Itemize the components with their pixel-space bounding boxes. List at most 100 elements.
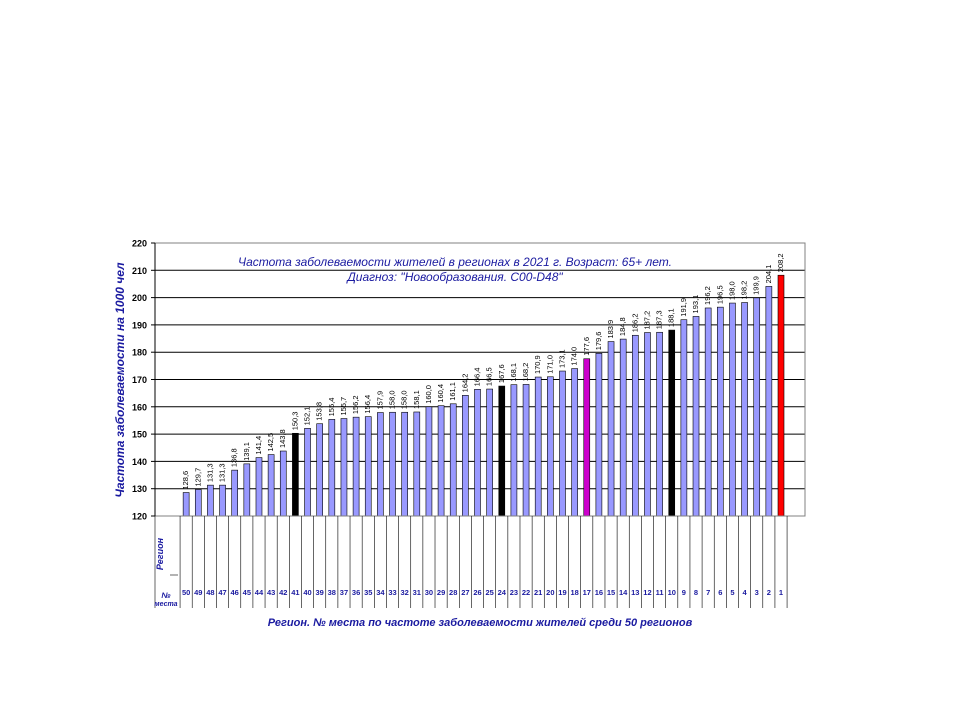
y-tick-label: 150 (132, 430, 147, 440)
bar-value-label: 139,1 (242, 442, 251, 461)
bar-value-label: 198,0 (727, 281, 736, 300)
bar (364, 416, 372, 517)
y-tick-label: 160 (132, 402, 147, 412)
bar (425, 406, 433, 517)
axes (151, 242, 806, 517)
bar-value-label: 131,3 (218, 463, 227, 482)
bar-value-label: 173,1 (557, 349, 566, 368)
rank-label: 19 (558, 588, 566, 597)
bar (243, 463, 251, 517)
bar-value-label: 186,2 (630, 313, 639, 332)
bar-value-label: 168,1 (509, 363, 518, 382)
rank-label: 8 (694, 588, 698, 597)
bar (632, 334, 639, 517)
bar (267, 454, 275, 517)
bar-value-label: 166,4 (473, 368, 482, 387)
bar (777, 274, 785, 517)
region-header: Регион (155, 537, 165, 570)
rank-label: 31 (413, 588, 421, 597)
bar-value-label: 131,3 (205, 463, 214, 482)
bar-value-label: 199,9 (752, 276, 761, 295)
rank-label: 24 (498, 588, 507, 597)
bar (510, 384, 518, 517)
x-axis-title: Регион. № места по частоте заболеваемост… (268, 617, 693, 629)
bar-value-label: 157,9 (375, 391, 384, 410)
bar (389, 411, 396, 517)
bar-value-label: 177,6 (582, 337, 591, 356)
rank-header: № (161, 591, 171, 600)
rank-label: 17 (583, 588, 591, 597)
y-tick-label: 120 (132, 512, 147, 522)
rank-label: 18 (570, 588, 578, 597)
bar-value-label: 158,0 (400, 390, 409, 409)
y-tick-label: 220 (132, 239, 147, 249)
y-tick-label: 180 (132, 348, 147, 358)
bar-value-label: 164,2 (460, 374, 469, 393)
bar (595, 352, 603, 517)
rank-label: 5 (730, 588, 734, 597)
bar (352, 416, 360, 517)
rank-label: 48 (206, 588, 214, 597)
rank-label: 20 (546, 588, 554, 597)
rank-label: 40 (303, 588, 311, 597)
bar-value-label: 153,8 (315, 402, 324, 421)
bar-value-label: 166,5 (485, 367, 494, 386)
bar-value-label: 196,5 (715, 285, 724, 304)
bar (449, 403, 457, 517)
bar-value-label: 156,2 (351, 395, 360, 414)
rank-label: 49 (194, 588, 202, 597)
bar-value-label: 136,8 (230, 448, 239, 467)
rank-label: 34 (376, 588, 385, 597)
y-tick-label: 140 (132, 457, 147, 467)
rank-label: 47 (218, 588, 226, 597)
bar-value-label: 188,1 (667, 308, 676, 327)
bar (692, 316, 700, 517)
rank-label: 6 (718, 588, 722, 597)
bar-value-label: 179,6 (594, 332, 603, 351)
bar-value-label: 196,2 (703, 286, 712, 305)
bar (328, 419, 336, 517)
bar (716, 306, 724, 517)
bar-value-label: 167,6 (497, 364, 506, 383)
bar (437, 405, 445, 517)
bar (668, 329, 676, 517)
bar (401, 411, 408, 517)
bar (680, 319, 688, 517)
y-tick-label: 210 (132, 266, 147, 276)
bar (729, 302, 736, 517)
bar (474, 389, 481, 517)
rank-label: 30 (425, 588, 433, 597)
bar (462, 395, 469, 517)
bar-value-label: 187,2 (642, 311, 651, 330)
rank-label: 28 (449, 588, 457, 597)
bar (304, 428, 311, 517)
bar-value-label: 155,7 (339, 397, 348, 416)
bar (413, 411, 421, 517)
bar (255, 457, 263, 517)
rank-label: 37 (340, 588, 348, 597)
rank-label: 11 (656, 588, 664, 597)
bar (571, 368, 578, 517)
chart-title-line1: Частота заболеваемости жителей в региона… (238, 255, 672, 269)
bar (316, 423, 323, 517)
rank-label: 35 (364, 588, 372, 597)
rank-label: 25 (485, 588, 493, 597)
bar (534, 376, 542, 517)
chart-title-line2: Диагноз: "Новообразования. C00-D48" (345, 270, 563, 284)
bar-value-label: 156,4 (363, 395, 372, 414)
bar (704, 307, 712, 517)
bar (559, 370, 566, 517)
bar-value-label: 160,0 (424, 385, 433, 404)
bar (656, 331, 663, 517)
category-labels (154, 516, 788, 608)
bar-value-label: 208,2 (776, 253, 785, 272)
bar-value-label: 193,1 (691, 295, 700, 314)
bar (583, 358, 591, 517)
bar (522, 384, 530, 517)
rank-label: 22 (522, 588, 530, 597)
bar (644, 332, 651, 517)
y-tick-label: 200 (132, 293, 147, 303)
bar-value-label: 141,4 (254, 436, 263, 455)
bar-value-label: 150,3 (290, 411, 299, 430)
rank-label: 14 (619, 588, 628, 597)
